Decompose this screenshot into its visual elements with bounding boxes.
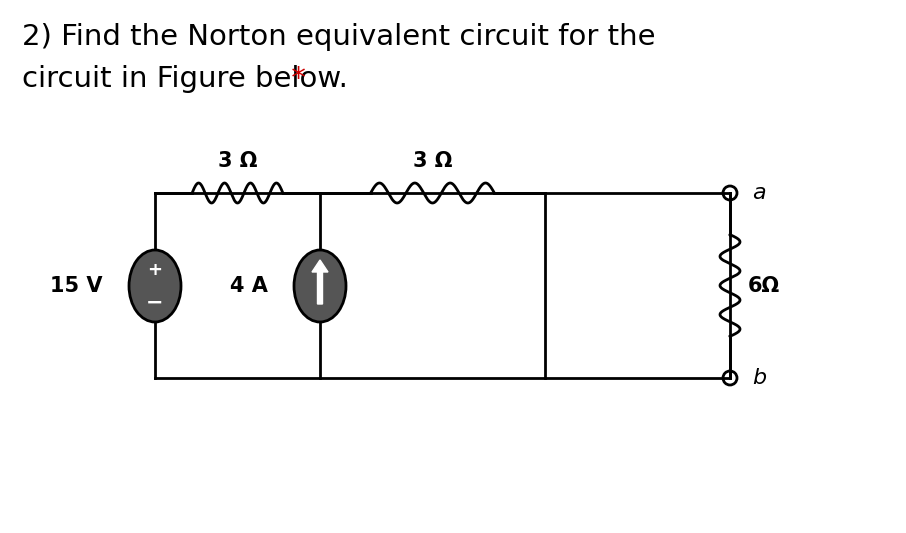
FancyArrow shape bbox=[312, 260, 328, 304]
Text: b: b bbox=[752, 368, 766, 388]
Text: 3 Ω: 3 Ω bbox=[217, 151, 257, 171]
Text: *: * bbox=[282, 65, 306, 93]
Ellipse shape bbox=[129, 250, 181, 322]
Ellipse shape bbox=[294, 250, 346, 322]
Text: −: − bbox=[146, 293, 164, 313]
Text: circuit in Figure below.: circuit in Figure below. bbox=[22, 65, 348, 93]
Text: a: a bbox=[752, 183, 766, 203]
Text: +: + bbox=[148, 261, 162, 279]
Text: 4 A: 4 A bbox=[230, 276, 268, 296]
Text: 15 V: 15 V bbox=[51, 276, 103, 296]
Text: 3 Ω: 3 Ω bbox=[413, 151, 452, 171]
Text: 2) Find the Norton equivalent circuit for the: 2) Find the Norton equivalent circuit fo… bbox=[22, 23, 656, 51]
Text: 6Ω: 6Ω bbox=[748, 276, 780, 296]
